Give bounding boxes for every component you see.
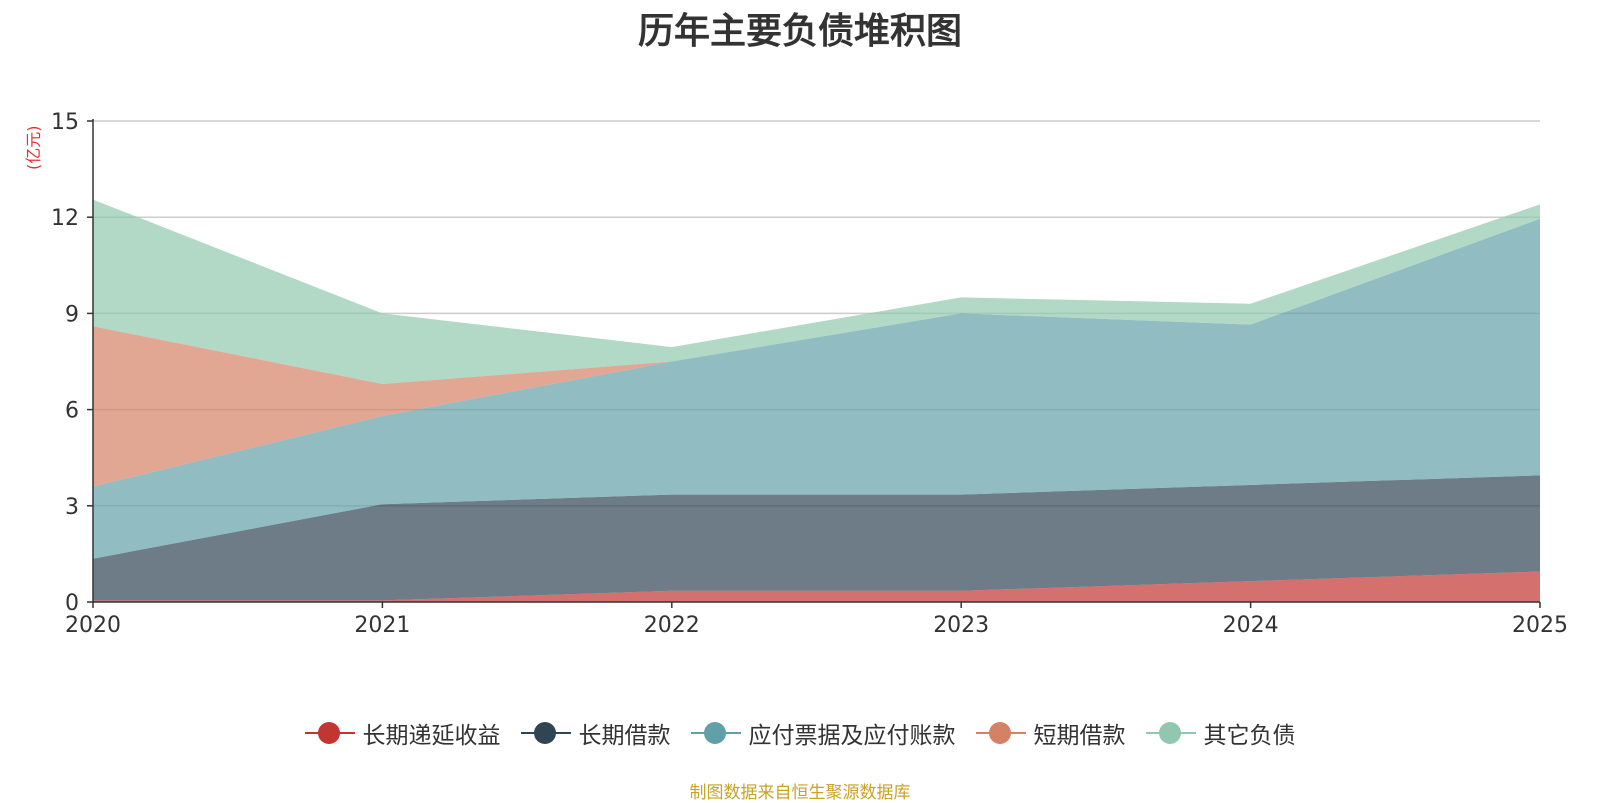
area-series-2	[93, 218, 1540, 559]
legend-item-3[interactable]: 短期借款	[975, 716, 1126, 750]
axis-layer: 0 3 6 9 12 15 2020 2021 2022 2023 2024 2025	[51, 110, 1568, 638]
legend-dot	[988, 722, 1011, 744]
legend-label: 长期递延收益	[362, 723, 501, 749]
x-tick-label: 2024	[1223, 613, 1279, 638]
x-tick-label: 2022	[644, 613, 700, 638]
legend-label: 其它负债	[1203, 723, 1296, 749]
x-tick-label: 2023	[933, 613, 989, 638]
legend-item-2[interactable]: 应付票据及应付账款	[690, 716, 956, 750]
area-series-0	[93, 571, 1540, 602]
y-tick-label: 0	[65, 591, 79, 616]
x-tick-label: 2021	[354, 613, 410, 638]
legend-label: 短期借款	[1033, 723, 1126, 749]
y-tick-label: 3	[65, 495, 79, 520]
chart-title: 历年主要负债堆积图	[637, 11, 962, 52]
area-layer	[93, 199, 1540, 602]
legend-dot	[703, 722, 726, 744]
x-tick-label: 2020	[65, 613, 121, 638]
area-series-4	[93, 199, 1540, 384]
legend-item-0[interactable]: 长期递延收益	[304, 716, 501, 750]
legend-marker-icon	[1145, 721, 1196, 745]
legend-label: 长期借款	[578, 723, 671, 749]
legend-marker-icon	[690, 721, 741, 745]
legend-label: 应付票据及应付账款	[748, 723, 956, 749]
y-tick-label: 9	[65, 302, 79, 327]
legend-marker-icon	[975, 721, 1026, 745]
legend-dot	[533, 722, 556, 744]
y-tick-label: 15	[51, 110, 79, 135]
legend-marker-icon	[520, 721, 571, 745]
source-note: 制图数据来自恒生聚源数据库	[689, 783, 911, 803]
area-series-1	[93, 475, 1540, 601]
legend-item-4[interactable]: 其它负债	[1145, 716, 1296, 750]
y-tick-label: 6	[65, 399, 79, 424]
y-tick-label: 12	[51, 206, 79, 231]
x-tick-label: 2025	[1512, 613, 1568, 638]
legend-dot	[1158, 722, 1181, 744]
legend-marker-icon	[304, 721, 355, 745]
legend-item-1[interactable]: 长期借款	[520, 716, 671, 750]
legend: 长期递延收益 长期借款 应付票据及应付账款 短期借款 其它负债	[0, 716, 1600, 750]
legend-dot	[317, 722, 340, 744]
